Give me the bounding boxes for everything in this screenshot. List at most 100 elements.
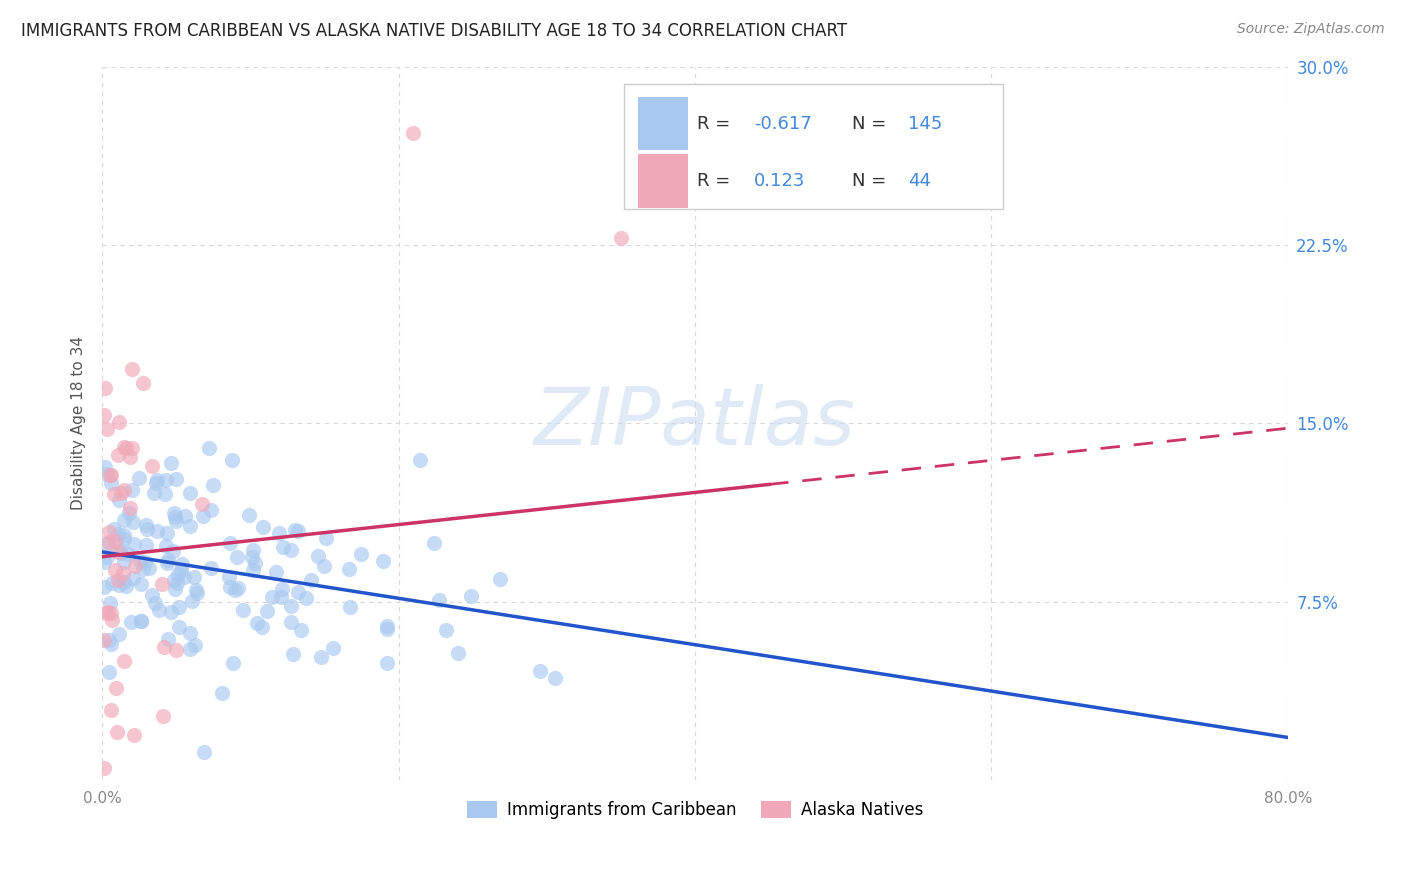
Point bbox=[112, 654, 135, 668]
Point bbox=[93, 580, 115, 594]
Point bbox=[170, 563, 193, 577]
Point bbox=[246, 615, 269, 630]
Point bbox=[270, 590, 292, 604]
Point bbox=[115, 441, 138, 455]
Point bbox=[179, 486, 201, 500]
Point bbox=[434, 624, 457, 638]
Text: ZIPatlas: ZIPatlas bbox=[534, 384, 856, 462]
Point bbox=[243, 556, 266, 570]
Point bbox=[226, 550, 249, 565]
Point bbox=[108, 543, 131, 558]
Point bbox=[129, 554, 152, 568]
Point bbox=[108, 578, 131, 592]
Point bbox=[224, 582, 246, 597]
Point bbox=[339, 562, 361, 576]
Point bbox=[202, 478, 225, 492]
Point bbox=[240, 549, 263, 564]
Point bbox=[100, 703, 122, 717]
Point bbox=[183, 638, 205, 652]
Point bbox=[200, 561, 222, 575]
Point bbox=[107, 545, 129, 559]
Text: R =: R = bbox=[697, 115, 737, 133]
Point bbox=[100, 476, 122, 491]
Point bbox=[167, 566, 190, 581]
Point bbox=[124, 558, 146, 573]
Point bbox=[104, 563, 127, 577]
Point bbox=[271, 540, 294, 554]
Point bbox=[156, 556, 179, 570]
Point bbox=[312, 559, 335, 574]
Point bbox=[112, 513, 135, 527]
FancyBboxPatch shape bbox=[638, 97, 688, 151]
Point bbox=[155, 539, 177, 553]
Point bbox=[93, 408, 115, 422]
Point bbox=[98, 596, 121, 610]
Point bbox=[447, 646, 470, 660]
Point bbox=[131, 614, 153, 628]
Point bbox=[280, 615, 302, 629]
Point bbox=[117, 548, 139, 562]
Point bbox=[121, 362, 143, 376]
FancyBboxPatch shape bbox=[624, 85, 1004, 210]
Point bbox=[284, 523, 307, 537]
Point bbox=[112, 528, 135, 542]
Text: 0.123: 0.123 bbox=[755, 172, 806, 190]
Point bbox=[218, 580, 240, 594]
Point bbox=[97, 534, 120, 549]
Point bbox=[183, 570, 205, 584]
Point bbox=[156, 526, 179, 541]
Point bbox=[221, 453, 243, 467]
Point bbox=[98, 468, 121, 483]
Point bbox=[94, 460, 117, 475]
Point bbox=[97, 605, 120, 619]
Point bbox=[159, 456, 181, 470]
Point bbox=[120, 615, 142, 629]
Point bbox=[131, 561, 153, 575]
Point bbox=[157, 632, 180, 646]
Point bbox=[146, 524, 169, 539]
Point bbox=[93, 761, 115, 775]
Point bbox=[186, 586, 208, 600]
Point bbox=[191, 509, 214, 524]
Legend: Immigrants from Caribbean, Alaska Natives: Immigrants from Caribbean, Alaska Native… bbox=[460, 794, 931, 825]
Point bbox=[96, 537, 118, 551]
Point bbox=[242, 563, 264, 577]
Point bbox=[375, 619, 398, 633]
Point bbox=[162, 573, 184, 587]
Point bbox=[121, 441, 143, 455]
Point bbox=[155, 473, 177, 487]
Point bbox=[242, 542, 264, 557]
Point bbox=[232, 603, 254, 617]
Point bbox=[114, 579, 136, 593]
Text: Source: ZipAtlas.com: Source: ZipAtlas.com bbox=[1237, 22, 1385, 37]
Point bbox=[197, 441, 219, 455]
Point bbox=[107, 574, 129, 588]
Y-axis label: Disability Age 18 to 34: Disability Age 18 to 34 bbox=[72, 336, 86, 510]
Text: 44: 44 bbox=[908, 172, 931, 190]
Point bbox=[142, 485, 165, 500]
Point bbox=[112, 566, 135, 581]
Point bbox=[167, 600, 190, 615]
Point bbox=[101, 613, 124, 627]
Point bbox=[134, 555, 156, 569]
Point bbox=[228, 581, 250, 595]
Point bbox=[107, 448, 129, 462]
Point bbox=[375, 622, 398, 636]
Point bbox=[105, 725, 128, 739]
Point bbox=[610, 231, 633, 245]
Point bbox=[295, 591, 318, 605]
Point bbox=[160, 605, 183, 619]
Point bbox=[309, 650, 332, 665]
Point bbox=[287, 585, 309, 599]
Point bbox=[96, 550, 118, 565]
Point bbox=[107, 527, 129, 541]
Point bbox=[165, 582, 187, 596]
Point bbox=[287, 524, 309, 539]
Point bbox=[371, 553, 394, 567]
Point bbox=[283, 647, 305, 661]
Point bbox=[165, 472, 187, 486]
Point bbox=[122, 728, 145, 742]
Point bbox=[141, 458, 163, 473]
Point bbox=[157, 552, 180, 566]
Point bbox=[166, 576, 188, 591]
